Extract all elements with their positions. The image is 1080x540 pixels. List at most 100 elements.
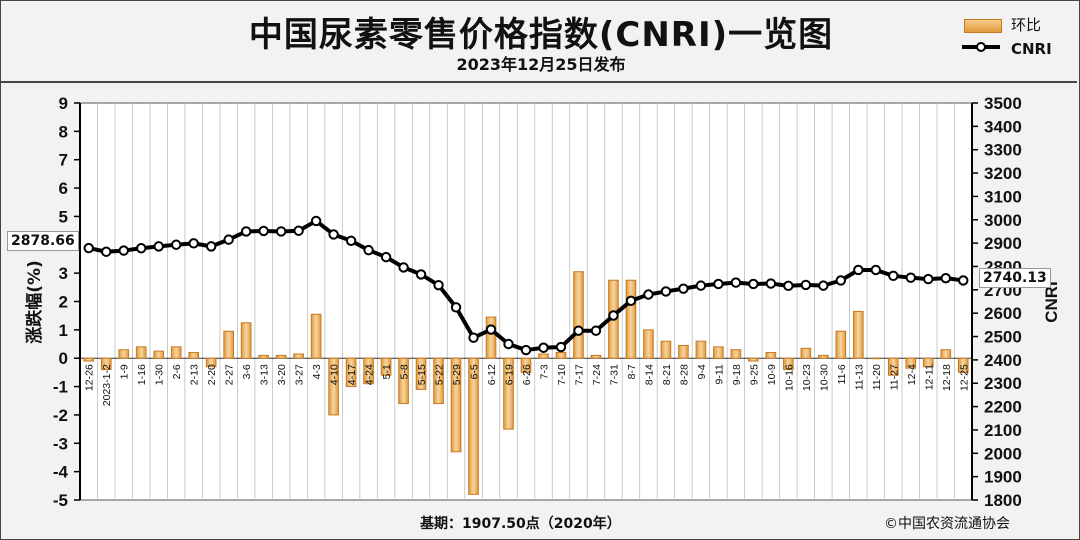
bar-4-17	[345, 357, 357, 388]
cnri-point-8-14	[643, 289, 654, 300]
cnri-point-3-6	[240, 226, 252, 237]
bar-10-9	[765, 352, 777, 359]
right-tick-label: 2600	[984, 304, 1022, 323]
x-tick-label: 7-10	[556, 364, 568, 385]
chart-subtitle: 2023年12月25日发布	[456, 55, 626, 74]
cnri-point-10-30	[818, 280, 829, 291]
bar-10-30	[818, 354, 829, 359]
x-tick-label: 3-27	[294, 364, 306, 385]
x-tick-label: 4-10	[329, 364, 341, 385]
cnri-point-8-28	[678, 283, 689, 294]
x-tick-label: 11-27	[888, 364, 900, 390]
right-tick-label: 2400	[984, 351, 1022, 370]
cnri-point-7-3	[538, 342, 549, 353]
chart-title: 中国尿素零售价格指数(CNRI)一览图	[248, 15, 834, 55]
x-tick-label: 10-23	[801, 364, 813, 391]
left-tick-label: -2	[53, 406, 68, 425]
x-tick-label: 7-31	[608, 364, 620, 385]
cnri-point-8-7	[625, 295, 637, 306]
cnri-point-2023-1-2	[101, 246, 112, 257]
left-tick-label: -1	[53, 378, 68, 397]
legend-line-label: CNRI	[1011, 40, 1052, 58]
cnri-point-12-25	[958, 275, 969, 286]
bar-11-27	[887, 357, 899, 376]
bar-7-10	[555, 352, 567, 359]
x-tick-label: 7-3	[538, 364, 550, 379]
cnri-point-7-31	[608, 310, 619, 321]
x-tick-label: 11-6	[836, 364, 848, 384]
left-axis-label: 涨跌幅(%)	[24, 260, 45, 344]
chart-header: 中国尿素零售价格指数(CNRI)一览图 2023年12月25日发布 环比 CNR…	[1, 1, 1077, 83]
right-tick-label: 3400	[984, 117, 1022, 136]
bar-11-20	[870, 357, 882, 360]
x-tick-label: 3-20	[276, 364, 288, 385]
x-tick-label: 2-27	[224, 364, 236, 385]
x-tick-label: 9-18	[731, 364, 743, 385]
left-tick-label: -3	[53, 434, 68, 453]
callout-start-value: 2878.66	[7, 231, 79, 251]
legend-line-sample	[962, 42, 1000, 52]
cnri-point-4-24	[363, 244, 374, 256]
x-tick-label: 12-11	[923, 364, 935, 390]
left-tick-label: 9	[59, 94, 68, 113]
x-tick-label: 12-4	[906, 364, 918, 385]
bar-3-6	[240, 322, 252, 359]
bar-2-6	[170, 346, 182, 359]
x-tick-label: 10-16	[783, 364, 795, 391]
cnri-point-10-16	[783, 280, 794, 292]
bar-4-24	[363, 357, 374, 385]
cnri-point-4-10	[328, 229, 339, 240]
cnri-point-1-16	[136, 243, 147, 254]
right-tick-label: 2200	[984, 398, 1022, 417]
left-tick-label: 2	[59, 293, 68, 312]
right-axis-label: CNRI	[1042, 281, 1061, 323]
cnri-point-10-9	[765, 278, 777, 289]
bar-6-26	[520, 357, 532, 373]
cnri-point-1-9	[118, 245, 129, 256]
bar-2-27	[223, 330, 234, 359]
cnri-point-9-11	[713, 278, 724, 290]
cnri-point-3-20	[275, 226, 287, 237]
bar-8-14	[643, 329, 654, 359]
x-tick-label: 12-26	[84, 364, 96, 391]
x-tick-label: 12-18	[941, 364, 953, 391]
left-tick-label: -5	[53, 491, 68, 510]
cnri-point-2-13	[188, 238, 199, 249]
bar-12-25	[957, 357, 969, 373]
cnri-point-8-21	[660, 286, 672, 297]
right-tick-label: 1800	[984, 491, 1022, 510]
bar-12-18	[940, 349, 952, 359]
bar-1-16	[135, 346, 147, 359]
x-tick-label: 6-19	[504, 364, 516, 385]
bar-12-4	[905, 357, 917, 369]
cnri-point-10-23	[800, 279, 812, 291]
x-tick-label: 10-30	[818, 364, 830, 391]
left-tick-label: 0	[59, 349, 68, 368]
bar-6-12	[485, 316, 497, 359]
left-tick-label: 1	[59, 321, 68, 340]
cnri-point-11-6	[835, 275, 847, 286]
bar-7-3	[538, 353, 549, 359]
bar-1-30	[153, 350, 165, 359]
x-tick-label: 6-12	[486, 364, 498, 385]
legend-bar-label: 环比	[1011, 16, 1042, 34]
bar-5-15	[415, 357, 427, 390]
x-tick-label: 1-9	[119, 364, 131, 379]
x-tick-label: 11-20	[871, 364, 883, 390]
right-tick-label: 1900	[984, 468, 1022, 487]
cnri-point-6-12	[485, 324, 497, 335]
cnri-point-9-4	[695, 280, 707, 291]
cnri-point-5-8	[398, 262, 409, 273]
x-tick-label: 3-13	[259, 364, 271, 385]
bar-3-27	[293, 353, 304, 359]
right-tick-label: 3000	[984, 211, 1022, 230]
x-tick-label: 9-25	[748, 364, 760, 385]
bar-1-9	[118, 349, 130, 359]
x-tick-label: 2-6	[171, 364, 183, 379]
left-tick-label: 5	[59, 207, 68, 226]
cnri-point-6-26	[520, 344, 532, 356]
cnri-point-7-24	[590, 325, 602, 336]
bar-11-6	[835, 330, 847, 359]
x-tick-label: 10-9	[766, 364, 778, 385]
cnri-point-5-15	[415, 269, 427, 280]
